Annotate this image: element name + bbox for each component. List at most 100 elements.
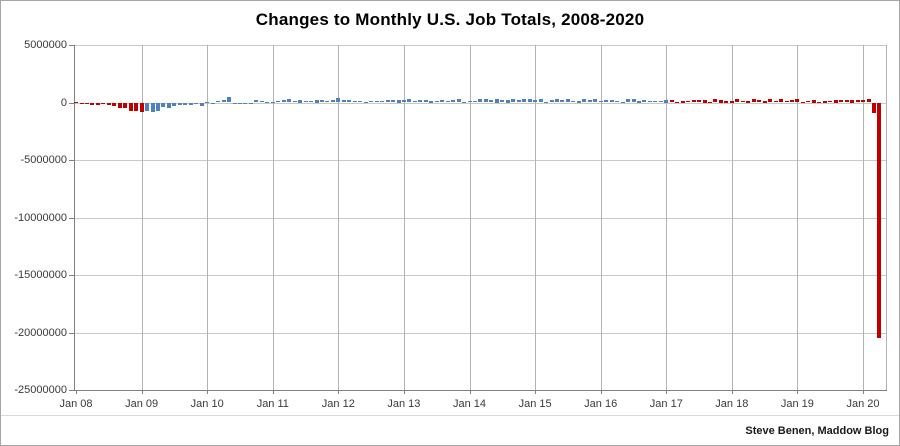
bar [779, 99, 783, 103]
bar [708, 101, 712, 103]
bar [276, 100, 281, 103]
bar [811, 100, 816, 103]
bar [729, 100, 734, 103]
bar [74, 101, 78, 103]
bar [319, 100, 324, 103]
x-tick-label: Jan 11 [256, 398, 289, 410]
y-tick-label: -5000000 [20, 154, 68, 166]
bar [363, 101, 368, 103]
bar [265, 101, 270, 103]
bar [287, 98, 292, 103]
bar [451, 99, 456, 103]
bar [117, 102, 122, 108]
bar [866, 99, 871, 103]
bar [631, 99, 636, 103]
year-gridline [797, 45, 799, 390]
bar [822, 100, 827, 103]
bar [401, 100, 406, 103]
bar [871, 102, 876, 113]
bar [773, 101, 778, 103]
bar [636, 100, 641, 103]
bar [593, 99, 598, 103]
bar [795, 98, 800, 103]
bar [626, 99, 630, 103]
bar [658, 100, 663, 103]
bar [817, 101, 822, 103]
year-gridline [272, 45, 274, 390]
bar [407, 99, 412, 103]
bar [358, 101, 363, 103]
bar [620, 101, 625, 103]
bar [325, 100, 330, 103]
bar [156, 102, 160, 111]
x-axis-tick [469, 390, 471, 394]
bar [188, 102, 193, 105]
y-tick-label: -25000000 [14, 384, 67, 396]
bar [527, 99, 532, 103]
bar [106, 102, 111, 105]
x-tick-label: Jan 12 [321, 398, 355, 410]
year-gridline [403, 45, 405, 390]
bar [79, 102, 84, 104]
bar [697, 100, 701, 103]
bar [571, 100, 576, 103]
bar [686, 100, 691, 103]
bar [828, 100, 833, 103]
bar [298, 100, 303, 103]
bar [576, 101, 581, 103]
bar [374, 100, 379, 103]
y-axis-line [74, 45, 75, 390]
y-tick-label: 0 [60, 96, 67, 109]
y-gridline [74, 45, 887, 46]
chart-title: Changes to Monthly U.S. Job Totals, 2008… [255, 10, 645, 29]
bar [243, 102, 248, 104]
bar [582, 99, 587, 103]
bar [172, 102, 177, 107]
bar [166, 102, 171, 108]
bar [194, 102, 199, 104]
bar [505, 100, 510, 103]
x-axis-tick [535, 390, 537, 394]
bar [850, 99, 855, 103]
bar [746, 100, 751, 103]
bar [516, 100, 521, 103]
bar [642, 99, 647, 103]
bar [336, 98, 341, 103]
bar [434, 100, 439, 103]
bar [735, 98, 740, 103]
y-gridline [74, 275, 887, 276]
bar [757, 100, 762, 103]
bar [314, 100, 319, 103]
bar [216, 100, 221, 103]
bar [418, 100, 423, 103]
bar [462, 101, 466, 103]
bar [478, 99, 483, 103]
bar [391, 100, 395, 103]
bar [84, 102, 89, 104]
x-tick-label: Jan 20 [846, 398, 880, 410]
bar [396, 100, 401, 103]
x-axis-tick [141, 390, 143, 394]
bar [467, 100, 472, 103]
bar [702, 100, 707, 103]
bar [369, 100, 374, 103]
bar [221, 99, 226, 103]
bar [839, 100, 844, 103]
year-gridline [469, 45, 471, 390]
plot-area [69, 45, 887, 394]
bar [844, 100, 849, 103]
bar [740, 100, 745, 103]
bar [790, 99, 794, 103]
x-axis-tick [338, 390, 340, 394]
bar [833, 100, 838, 103]
y-tick-label: -20000000 [14, 326, 67, 339]
bar [210, 102, 215, 104]
x-tick-label: Jan 17 [649, 398, 683, 410]
bar [554, 99, 559, 103]
bar [440, 100, 445, 103]
x-axis-tick [76, 390, 77, 394]
year-gridline [666, 45, 668, 390]
y-tick-label: -15000000 [14, 269, 67, 281]
bar [877, 102, 882, 339]
